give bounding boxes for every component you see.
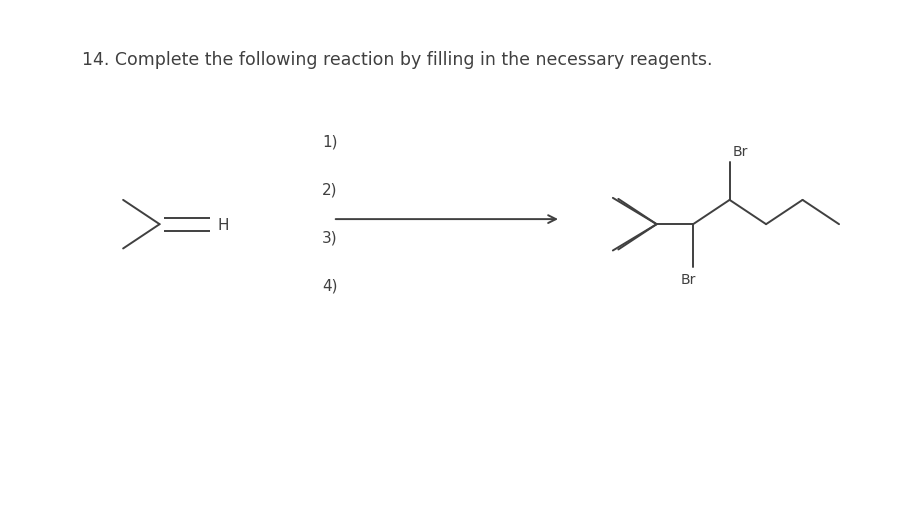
Text: H: H bbox=[217, 217, 229, 232]
Text: 4): 4) bbox=[322, 278, 337, 293]
Text: Br: Br bbox=[681, 273, 695, 287]
Text: 2): 2) bbox=[322, 182, 337, 197]
Text: 14. Complete the following reaction by filling in the necessary reagents.: 14. Complete the following reaction by f… bbox=[82, 50, 711, 69]
Text: 1): 1) bbox=[322, 134, 337, 149]
Text: 3): 3) bbox=[322, 230, 337, 245]
Text: Br: Br bbox=[732, 144, 747, 159]
